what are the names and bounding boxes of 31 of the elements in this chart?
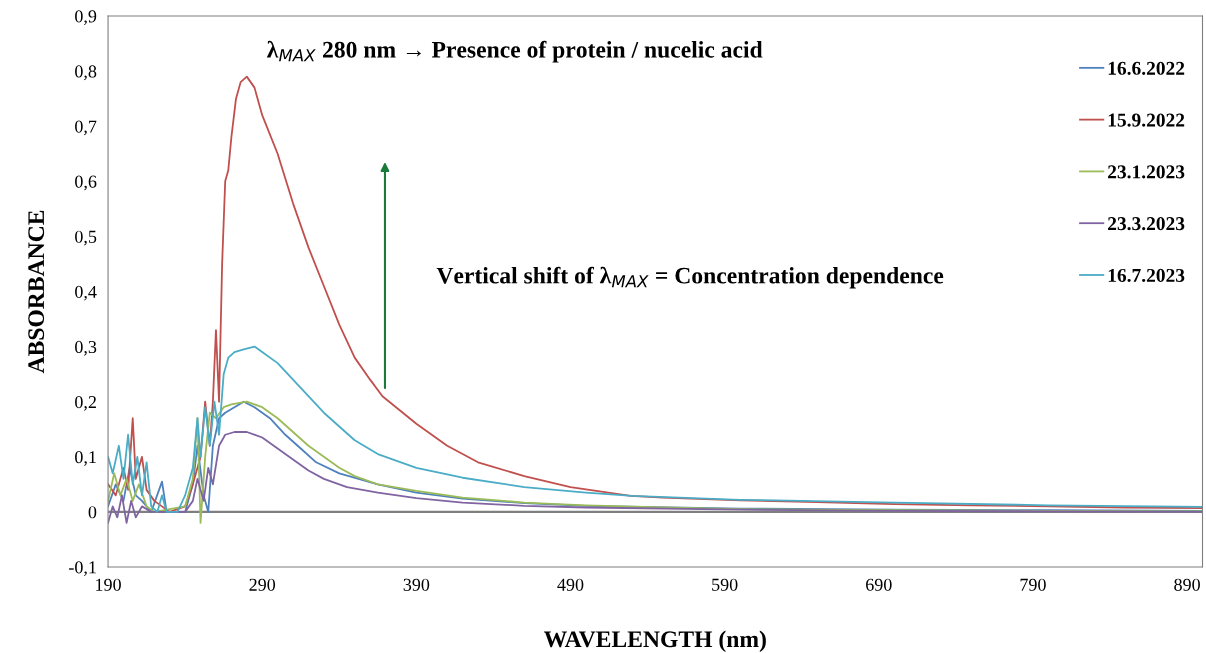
x-tick-label: 290 [249,578,276,591]
legend-label: 16.7.2023 [1108,268,1185,283]
y-tick-label: 0,7 [75,120,97,136]
line-series [108,345,1203,513]
x-tick-label: 590 [712,578,738,591]
y-tick-label: -0,1 [69,561,96,577]
y-tick-label: 0,4 [75,285,97,301]
x-tick-label: 390 [403,578,430,591]
legend-label: 23.3.2023 [1108,217,1185,231]
annotation: λ$_{MAX}$ 280 nm → Presence of protein / nucelic acid [267,40,763,63]
y-tick-label: 0,5 [75,230,97,246]
y-tick-label: 0,8 [75,65,97,81]
y-axis-title: ABSORBANCE [28,210,45,374]
y-tick-label: 0,2 [75,395,96,411]
legend-label: 16.6.2022 [1108,61,1185,75]
legend-label: 23.1.2023 [1108,165,1185,179]
legend-label: 15.9.2022 [1108,113,1185,127]
y-tick-label: 0,9 [75,10,97,26]
y-tick-label: 0,1 [75,451,96,466]
x-tick-label: 790 [1020,578,1046,591]
x-axis-title: WAVELENGTH (nm) [543,630,766,653]
y-tick-label: 0,3 [75,340,97,356]
y-tick-label: 0,6 [75,175,97,191]
x-tick-label: 690 [866,578,892,591]
line-series [108,75,1203,513]
x-tick-label: 190 [96,578,121,591]
y-tick-label: 0 [88,506,97,519]
line-series [108,431,1203,524]
annotation: Vertical shift of λ$_{MAX}$ = Concentration dependence [436,266,944,289]
x-tick-label: 490 [557,578,584,591]
x-tick-label: 890 [1174,578,1200,591]
